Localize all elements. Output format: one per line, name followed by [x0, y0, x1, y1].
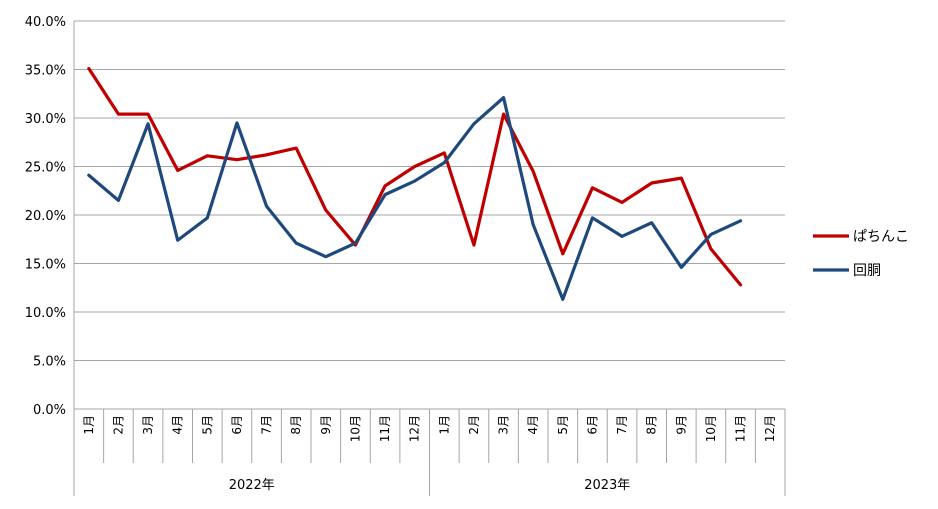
x-tick-label: 10月: [704, 415, 718, 442]
x-tick-label: 2月: [111, 415, 125, 435]
x-tick-label: 2月: [467, 415, 481, 435]
x-tick-label: 6月: [230, 415, 244, 435]
x-tick-label: 5月: [200, 415, 214, 435]
y-tick-label: 5.0%: [33, 355, 66, 370]
series-lines: [87, 66, 743, 301]
y-tick-label: 25.0%: [25, 161, 66, 176]
y-axis: 0.0% 5.0% 10.0% 15.0% 20.0% 25.0% 30.0% 35.0% 40…: [25, 15, 75, 418]
x-tick-label: 11月: [734, 415, 748, 442]
x-tick-label: 1月: [437, 415, 451, 435]
x-tick-label: 1月: [82, 415, 96, 435]
x-tick-label: 7月: [615, 415, 629, 435]
x-tick-label: 9月: [319, 415, 333, 435]
x-tick-label: 5月: [556, 415, 570, 435]
x-tick-label: 7月: [260, 415, 274, 435]
series-line-2: [87, 96, 743, 301]
x-tick-label: 4月: [171, 415, 185, 435]
y-tick-label: 10.0%: [25, 306, 66, 321]
x-tick-label: 6月: [585, 415, 599, 435]
y-tick-label: 0.0%: [33, 403, 66, 418]
x-tick-label: 11月: [378, 415, 392, 442]
y-tick-label: 35.0%: [25, 64, 66, 79]
x-axis: 1月 2月 3月 4月 5月 6月 7月 8月 9月 10月 11月 12月 1月 2月 3月 4月 5月 6月 7…: [73, 409, 786, 496]
y-tick-label: 20.0%: [25, 209, 66, 224]
grid-lines: [74, 20, 785, 410]
x-tick-label: 8月: [645, 415, 659, 435]
y-tick-label: 40.0%: [25, 15, 66, 30]
y-tick-label: 30.0%: [25, 112, 66, 127]
legend-label: 回胴: [853, 263, 881, 279]
x-tick-label: 10月: [348, 415, 362, 442]
x-tick-label: 4月: [526, 415, 540, 435]
year-label: 2022年: [229, 478, 275, 493]
x-tick-label: 9月: [674, 415, 688, 435]
y-tick-label: 15.0%: [25, 258, 66, 273]
x-tick-label: 8月: [289, 415, 303, 435]
x-tick-label: 12月: [763, 415, 777, 442]
year-label: 2023年: [584, 478, 630, 493]
x-tick-label: 3月: [141, 415, 155, 435]
series-line-1: [87, 66, 743, 287]
legend-label: ぱちんこ: [853, 229, 909, 245]
x-tick-label: 12月: [408, 415, 422, 442]
x-tick-label: 3月: [497, 415, 511, 435]
